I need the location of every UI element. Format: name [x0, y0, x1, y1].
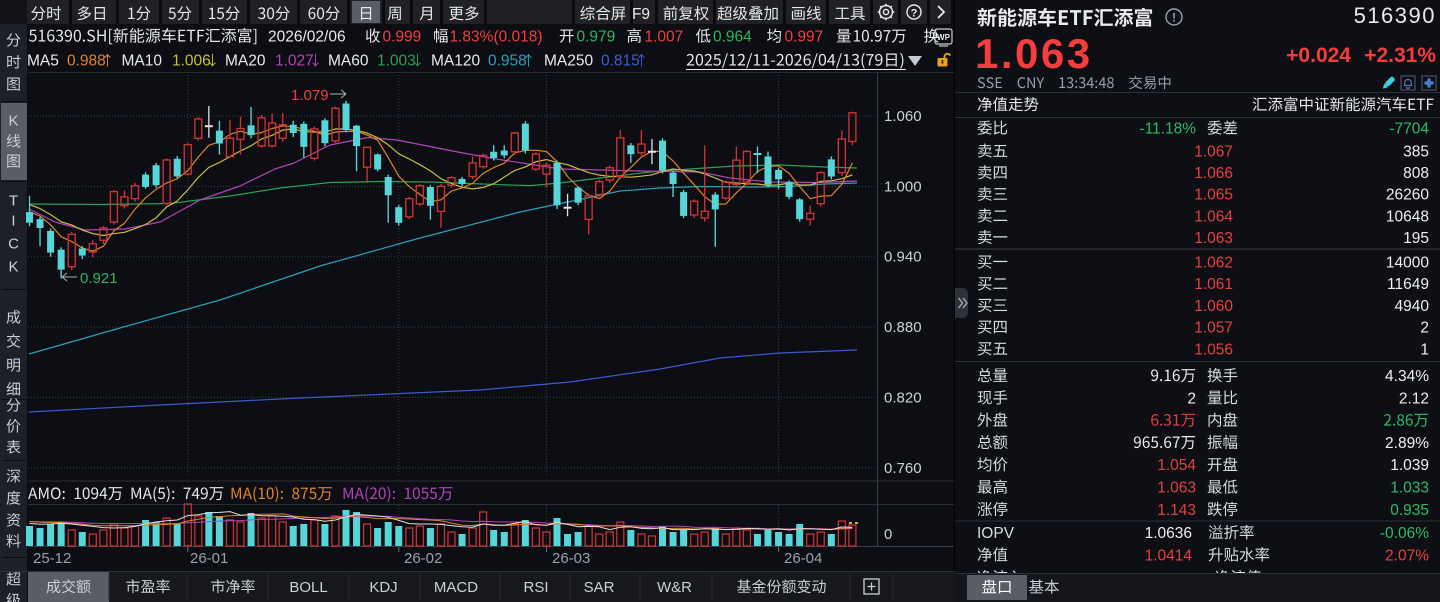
- svg-text:4940: 4940: [1395, 298, 1430, 315]
- svg-text:26260: 26260: [1386, 187, 1429, 204]
- svg-text:26-04: 26-04: [784, 550, 822, 567]
- svg-text:808: 808: [1403, 165, 1429, 182]
- svg-text:MA60: MA60: [328, 53, 369, 70]
- svg-text:0.935: 0.935: [1390, 502, 1429, 519]
- svg-text:MA5: MA5: [27, 53, 59, 70]
- svg-text:0: 0: [884, 526, 892, 543]
- svg-text:1.060: 1.060: [884, 108, 922, 125]
- svg-text:26-01: 26-01: [190, 550, 228, 567]
- svg-text:2026/02/06: 2026/02/06: [268, 29, 346, 46]
- svg-text:1.057: 1.057: [1194, 320, 1233, 337]
- svg-text:I: I: [11, 213, 15, 230]
- svg-text:516390: 516390: [1354, 3, 1436, 28]
- svg-text:26-03: 26-03: [552, 550, 590, 567]
- svg-text:1.063: 1.063: [1157, 480, 1196, 497]
- svg-text:MA10: MA10: [122, 53, 163, 70]
- svg-text:K: K: [8, 259, 18, 276]
- svg-text:0.997: 0.997: [785, 29, 824, 46]
- svg-text:1.007: 1.007: [645, 29, 684, 46]
- svg-text:0.880: 0.880: [884, 319, 922, 336]
- svg-text:0.999: 0.999: [383, 29, 422, 46]
- svg-text:1.0636: 1.0636: [1145, 525, 1192, 542]
- svg-text:MACD: MACD: [434, 579, 478, 596]
- svg-text:1.064: 1.064: [1194, 208, 1233, 225]
- svg-text:0.820: 0.820: [884, 389, 922, 406]
- svg-text:0.760: 0.760: [884, 460, 922, 477]
- svg-text:2.89%: 2.89%: [1385, 435, 1429, 452]
- svg-text:MA20: MA20: [225, 53, 266, 70]
- svg-text:0.979: 0.979: [577, 29, 616, 46]
- svg-text:0.940: 0.940: [884, 249, 922, 266]
- svg-text:4.34%: 4.34%: [1385, 368, 1429, 385]
- svg-text:1.83%(0.018): 1.83%(0.018): [450, 29, 543, 46]
- svg-text:+0.024: +0.024: [1286, 44, 1351, 67]
- svg-text:1.003: 1.003: [377, 53, 416, 70]
- svg-text:1.039: 1.039: [1390, 457, 1429, 474]
- svg-text:+2.31%: +2.31%: [1364, 44, 1436, 67]
- svg-text:0.815: 0.815: [601, 53, 640, 70]
- svg-text:1.066: 1.066: [1194, 165, 1233, 182]
- svg-text:0.921: 0.921: [80, 270, 118, 287]
- svg-text:1.063: 1.063: [1194, 230, 1233, 247]
- svg-text:IOPV: IOPV: [977, 525, 1015, 542]
- svg-text:10648: 10648: [1386, 208, 1429, 225]
- svg-text:1.062: 1.062: [1194, 255, 1233, 272]
- svg-text:26-02: 26-02: [404, 550, 442, 567]
- svg-text:11649: 11649: [1387, 276, 1429, 293]
- svg-text:MA120: MA120: [431, 53, 480, 70]
- svg-text:1.056: 1.056: [1194, 341, 1233, 358]
- svg-text:W&R: W&R: [657, 579, 692, 596]
- svg-text:2.12: 2.12: [1399, 390, 1429, 407]
- svg-text:1.063: 1.063: [975, 30, 1093, 77]
- svg-text:!: !: [1172, 11, 1176, 25]
- svg-text:RSI: RSI: [523, 579, 548, 596]
- svg-text:385: 385: [1403, 144, 1429, 161]
- svg-text:1.006: 1.006: [172, 53, 211, 70]
- svg-text:KDJ: KDJ: [369, 579, 397, 596]
- svg-text:14000: 14000: [1386, 255, 1429, 272]
- svg-text:C: C: [8, 236, 19, 253]
- svg-text:2.07%: 2.07%: [1385, 547, 1429, 564]
- svg-text:1: 1: [1420, 341, 1429, 358]
- svg-text:MA250: MA250: [544, 53, 593, 70]
- svg-text:0.988: 0.988: [67, 53, 106, 70]
- svg-text:2: 2: [1187, 390, 1196, 407]
- svg-text:-0.06%: -0.06%: [1380, 525, 1429, 542]
- svg-text:1.061: 1.061: [1194, 276, 1233, 293]
- svg-text:1.054: 1.054: [1157, 457, 1196, 474]
- svg-text:2: 2: [1420, 320, 1429, 337]
- svg-text:BOLL: BOLL: [289, 579, 327, 596]
- svg-text:1.060: 1.060: [1194, 298, 1233, 315]
- svg-text:F9: F9: [632, 6, 650, 23]
- svg-text:K: K: [8, 113, 18, 130]
- svg-text:1.000: 1.000: [884, 178, 922, 195]
- svg-text:0.958: 0.958: [488, 53, 527, 70]
- svg-text:1.027: 1.027: [275, 53, 314, 70]
- svg-text:1.079: 1.079: [291, 87, 329, 104]
- svg-text:1.143: 1.143: [1157, 502, 1196, 519]
- svg-text:-11.18%: -11.18%: [1139, 121, 1196, 138]
- svg-text:-7704: -7704: [1389, 121, 1429, 138]
- svg-text:25-12: 25-12: [33, 550, 71, 567]
- svg-text:WP: WP: [937, 33, 951, 42]
- svg-text:0.964: 0.964: [713, 29, 752, 46]
- svg-text:1.0414: 1.0414: [1145, 547, 1193, 564]
- svg-text:SAR: SAR: [584, 579, 615, 596]
- svg-text:?: ?: [911, 8, 918, 20]
- svg-text:1.033: 1.033: [1390, 480, 1429, 497]
- svg-text:195: 195: [1403, 230, 1429, 247]
- svg-text:1.067: 1.067: [1194, 144, 1233, 161]
- svg-text:1.065: 1.065: [1194, 187, 1233, 204]
- svg-text:T: T: [9, 193, 18, 210]
